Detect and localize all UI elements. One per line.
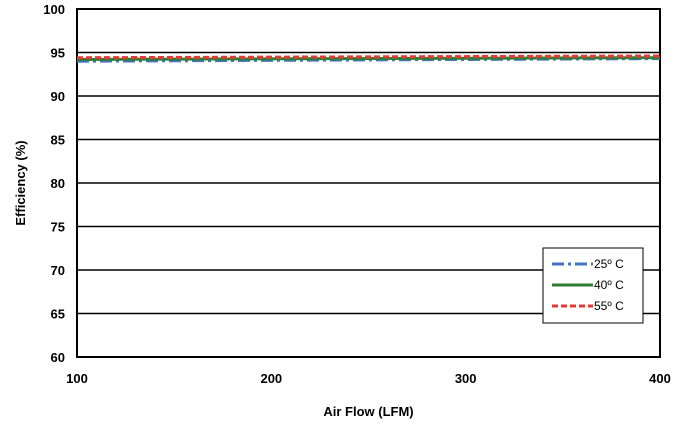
y-tick-label: 60 (51, 350, 65, 365)
x-tick-label: 200 (260, 371, 282, 386)
x-tick-label: 100 (66, 371, 88, 386)
legend-label: 25º C (594, 257, 624, 271)
y-tick-label: 90 (51, 89, 65, 104)
legend: 25º C 40º C 55º C (542, 247, 644, 324)
legend-label: 40º C (594, 278, 624, 292)
y-tick-label: 70 (51, 263, 65, 278)
y-tick-label: 80 (51, 176, 65, 191)
x-tick-label: 400 (649, 371, 671, 386)
y-tick-label: 65 (51, 307, 65, 322)
series-line (76, 56, 661, 61)
y-axis-ticks: 60 65 70 75 80 85 90 95 100 (43, 2, 65, 365)
series-line (76, 54, 661, 60)
y-axis-title: Efficiency (%) (13, 140, 28, 225)
plot-area (76, 8, 661, 358)
series-layer (76, 54, 661, 63)
x-tick-label: 300 (455, 371, 477, 386)
y-tick-label: 95 (51, 46, 65, 61)
y-tick-label: 85 (51, 133, 65, 148)
x-axis-title: Air Flow (LFM) (323, 404, 413, 419)
y-tick-label: 100 (43, 2, 65, 17)
y-tick-label: 75 (51, 220, 65, 235)
x-axis-ticks: 100 200 300 400 (66, 371, 671, 386)
legend-label: 55º C (594, 299, 624, 313)
